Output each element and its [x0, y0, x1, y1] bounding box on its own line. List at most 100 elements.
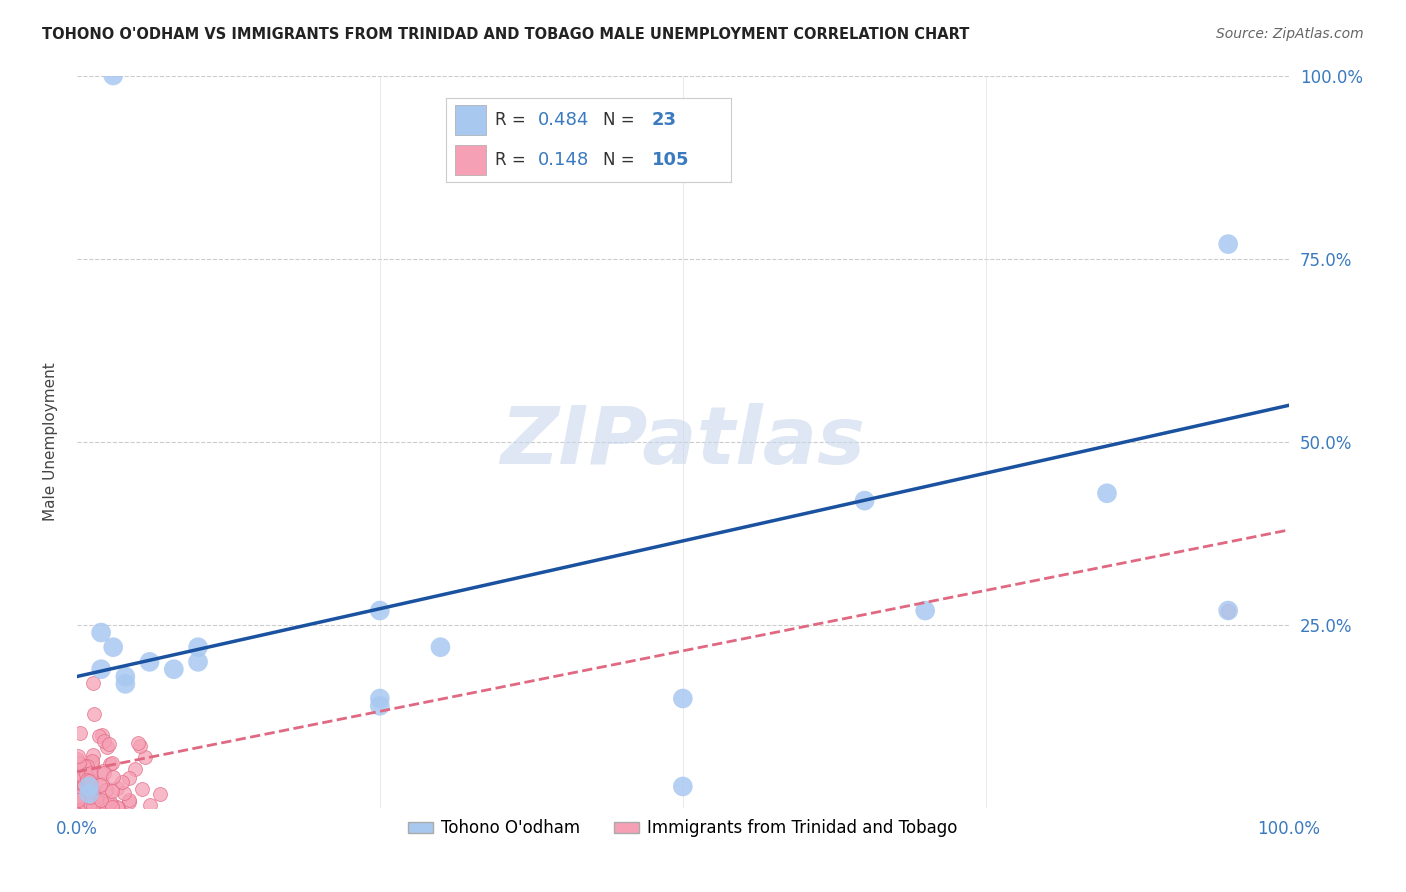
- Point: [77, 774, 100, 789]
- Point: [89, 789, 111, 804]
- Point: [77, 789, 100, 804]
- Point: [66, 789, 89, 803]
- Point: [82, 798, 104, 813]
- Point: [163, 662, 186, 676]
- Point: [75, 767, 97, 781]
- Point: [127, 736, 149, 750]
- Point: [66, 751, 89, 765]
- Point: [1095, 486, 1118, 500]
- Point: [73, 777, 96, 791]
- Point: [114, 677, 136, 691]
- Point: [149, 788, 172, 802]
- Point: [139, 798, 162, 813]
- Point: [79, 796, 101, 810]
- Point: [105, 799, 128, 814]
- Point: [80, 800, 103, 814]
- Point: [72, 793, 94, 807]
- Point: [118, 793, 141, 807]
- Point: [69, 726, 91, 740]
- Point: [131, 781, 153, 796]
- Point: [90, 625, 112, 640]
- Point: [87, 729, 110, 743]
- Point: [853, 493, 876, 508]
- Point: [79, 797, 101, 811]
- Point: [79, 797, 101, 811]
- Point: [90, 793, 112, 807]
- Text: ZIPatlas: ZIPatlas: [501, 403, 865, 481]
- Point: [105, 780, 128, 795]
- Text: TOHONO O'ODHAM VS IMMIGRANTS FROM TRINIDAD AND TOBAGO MALE UNEMPLOYMENT CORRELAT: TOHONO O'ODHAM VS IMMIGRANTS FROM TRINID…: [42, 27, 970, 42]
- Point: [83, 785, 105, 799]
- Point: [67, 773, 90, 788]
- Point: [69, 797, 91, 811]
- Point: [80, 754, 103, 768]
- Point: [84, 793, 107, 807]
- Point: [77, 791, 100, 805]
- Point: [79, 800, 101, 814]
- Point: [117, 771, 139, 785]
- Point: [129, 739, 152, 754]
- Point: [93, 734, 115, 748]
- Point: [91, 764, 114, 778]
- Point: [90, 777, 112, 791]
- Point: [69, 790, 91, 805]
- Point: [187, 640, 209, 655]
- Point: [77, 780, 100, 794]
- Point: [368, 698, 391, 713]
- Point: [103, 69, 125, 83]
- Point: [82, 747, 104, 762]
- Point: [73, 801, 96, 815]
- Point: [368, 603, 391, 617]
- Point: [70, 787, 93, 801]
- Point: [429, 640, 451, 655]
- Point: [101, 797, 124, 812]
- Point: [82, 786, 104, 800]
- Point: [76, 759, 98, 773]
- Point: [86, 800, 108, 814]
- Point: [82, 675, 104, 690]
- Point: [118, 795, 141, 809]
- Point: [80, 772, 103, 787]
- Point: [101, 783, 124, 797]
- Point: [672, 691, 695, 706]
- Point: [368, 691, 391, 706]
- Point: [77, 794, 100, 808]
- Point: [72, 760, 94, 774]
- Point: [96, 797, 118, 812]
- Point: [66, 801, 89, 815]
- Point: [70, 769, 93, 783]
- Point: [138, 655, 160, 669]
- Point: [69, 789, 91, 804]
- Point: [1218, 237, 1240, 252]
- Point: [98, 757, 121, 772]
- Point: [93, 801, 115, 815]
- Point: [90, 796, 112, 810]
- Point: [73, 796, 96, 810]
- Point: [75, 797, 97, 811]
- Point: [80, 781, 103, 796]
- Point: [914, 603, 936, 617]
- Point: [80, 765, 103, 780]
- Y-axis label: Male Unemployment: Male Unemployment: [44, 363, 58, 521]
- Point: [73, 797, 96, 812]
- Point: [76, 795, 98, 809]
- Point: [76, 772, 98, 787]
- Point: [70, 780, 93, 794]
- Point: [90, 729, 112, 743]
- Point: [100, 799, 122, 814]
- Point: [77, 779, 100, 793]
- Point: [103, 770, 125, 784]
- Point: [67, 756, 90, 770]
- Point: [111, 774, 134, 789]
- Point: [77, 782, 100, 797]
- Point: [75, 800, 97, 814]
- Point: [134, 749, 156, 764]
- Point: [90, 662, 112, 676]
- Point: [114, 669, 136, 683]
- Point: [76, 799, 98, 814]
- Point: [89, 778, 111, 792]
- Point: [80, 756, 103, 771]
- Point: [67, 768, 90, 782]
- Point: [107, 800, 129, 814]
- Point: [114, 786, 136, 800]
